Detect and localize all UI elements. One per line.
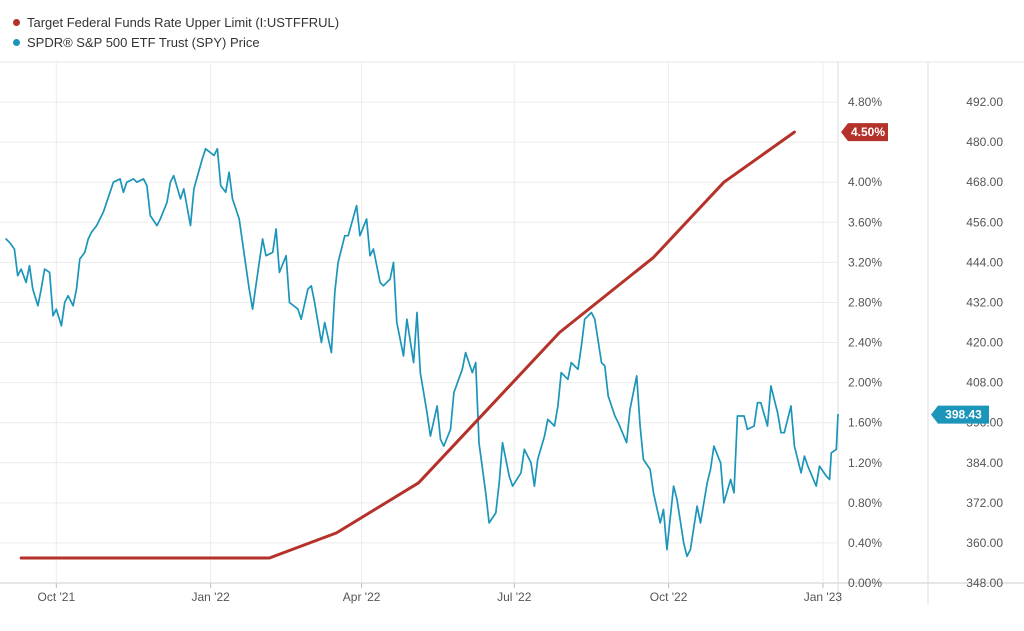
legend-label-spy: SPDR® S&P 500 ETF Trust (SPY) Price bbox=[27, 34, 260, 50]
left-axis-tick-label: 2.40% bbox=[848, 336, 882, 350]
right-axis-tick-label: 348.00 bbox=[966, 576, 1003, 590]
right-axis-tick-label: 432.00 bbox=[966, 295, 1003, 309]
left-axis-tick-label: 4.80% bbox=[848, 95, 882, 109]
left-axis-tick-label: 3.60% bbox=[848, 215, 882, 229]
right-axis-tick-label: 360.00 bbox=[966, 536, 1003, 550]
flag-value-label: 4.50% bbox=[851, 125, 885, 139]
series-line-fed-funds bbox=[19, 130, 796, 560]
left-axis-tick-label: 0.00% bbox=[848, 576, 882, 590]
right-axis-tick-label: 492.00 bbox=[966, 95, 1003, 109]
right-axis-tick-label: 384.00 bbox=[966, 456, 1003, 470]
series-layer bbox=[5, 130, 839, 560]
left-axis-tick-label: 2.80% bbox=[848, 295, 882, 309]
left-axis-tick-label: 2.00% bbox=[848, 376, 882, 390]
right-axis-tick-label: 444.00 bbox=[966, 255, 1003, 269]
x-axis-tick-label: Jan '22 bbox=[191, 590, 230, 604]
legend-item-spy[interactable]: SPDR® S&P 500 ETF Trust (SPY) Price bbox=[10, 32, 339, 52]
right-axis-tick-label: 468.00 bbox=[966, 175, 1003, 189]
flag-shape bbox=[931, 405, 989, 424]
right-axis-tick-label: 408.00 bbox=[966, 376, 1003, 390]
right-axis-tick-label: 420.00 bbox=[966, 336, 1003, 350]
left-axis-tick-label: 3.20% bbox=[848, 255, 882, 269]
last-value-flag-fed-funds: 4.50% bbox=[841, 123, 888, 142]
x-axis: Oct '21 Jan '22 Apr '22 Jul '22 Oct '22 Jan '… bbox=[38, 590, 843, 604]
right-axis-tick-label: 480.00 bbox=[966, 135, 1003, 149]
left-axis-tick-label: 0.40% bbox=[848, 536, 882, 550]
grid-lines bbox=[0, 61, 1024, 605]
x-axis-tick-label: Oct '21 bbox=[38, 590, 76, 604]
left-axis-tick-label: 1.60% bbox=[848, 416, 882, 430]
chart-legend: Target Federal Funds Rate Upper Limit (I… bbox=[10, 12, 339, 52]
right-axis-tick-label: 456.00 bbox=[966, 215, 1003, 229]
last-value-flag-spy: 398.43 bbox=[931, 405, 989, 424]
legend-label-fed-funds: Target Federal Funds Rate Upper Limit (I… bbox=[27, 14, 340, 30]
series-line-spy bbox=[5, 147, 839, 558]
right-axis-tick-label: 372.00 bbox=[966, 496, 1003, 510]
left-axis-tick-label: 1.20% bbox=[848, 456, 882, 470]
left-axis-tick-label: 4.00% bbox=[848, 175, 882, 189]
legend-marker-spy bbox=[13, 38, 20, 46]
legend-marker-fed-funds bbox=[13, 18, 20, 26]
x-axis-tick-label: Oct '22 bbox=[650, 590, 688, 604]
left-axis-tick-label: 0.80% bbox=[848, 496, 882, 510]
legend-item-fed-funds[interactable]: Target Federal Funds Rate Upper Limit (I… bbox=[10, 12, 339, 32]
x-axis-tick-label: Apr '22 bbox=[343, 590, 381, 604]
flag-value-label: 398.43 bbox=[945, 408, 982, 422]
x-axis-tick-label: Jan '23 bbox=[804, 590, 843, 604]
last-value-flags: 4.50% 398.43 bbox=[841, 123, 989, 424]
flag-shape bbox=[841, 123, 888, 142]
x-axis-tick-label: Jul '22 bbox=[497, 590, 532, 604]
left-axis: 0.00% 0.40% 0.80% 1.20% 1.60% 2.00% 2.40% 2.80%… bbox=[848, 95, 882, 590]
right-axis: 348.00360.00372.00384.00396.00408.00420.… bbox=[966, 95, 1003, 590]
